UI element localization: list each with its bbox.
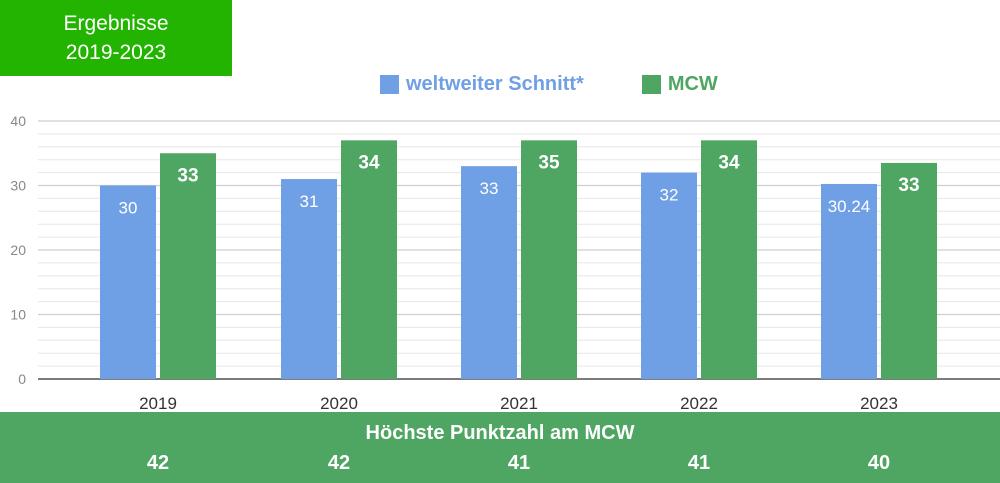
bar-average (281, 179, 337, 379)
data-label-mcw: 34 (718, 152, 740, 173)
y-tick-label: 40 (10, 113, 26, 129)
footer-value: 40 (867, 452, 891, 474)
bar-mcw (701, 140, 757, 379)
y-tick-label: 0 (18, 371, 26, 387)
y-tick-label: 20 (10, 242, 26, 258)
bar-mcw (341, 140, 397, 379)
bar-average (461, 166, 517, 379)
footer-value: 42 (327, 452, 351, 474)
footer-value: 41 (507, 452, 531, 474)
x-tick-label: 2019 (139, 394, 177, 412)
title-line-2: 2019-2023 (65, 41, 167, 64)
bar-average (100, 185, 156, 379)
bar-chart: 0 10 20 30 40 30 33 2019 31 34 2020 33 35 2021 32 34 202… (10, 113, 1000, 412)
data-label-average: 33 (480, 179, 499, 198)
x-tick-label: 2021 (500, 394, 538, 412)
bar-mcw (521, 140, 577, 379)
data-label-mcw: 35 (538, 152, 560, 173)
legend-label-mcw: MCW (667, 72, 718, 95)
legend-swatch-mcw (641, 74, 661, 94)
footer-value: 42 (146, 452, 170, 474)
legend-item-average: weltweiter Schnitt* (380, 73, 584, 96)
title-line-1: Ergebnisse (63, 12, 169, 35)
data-label-average: 30.24 (828, 197, 871, 216)
x-tick-label: 2022 (680, 394, 718, 412)
title-badge: Ergebnisse 2019-2023 (0, 0, 232, 76)
x-tick-label: 2023 (860, 394, 898, 412)
y-tick-label: 10 (10, 307, 26, 323)
bar-average (821, 183, 877, 379)
legend-swatch-average (380, 74, 399, 94)
data-label-mcw: 33 (898, 175, 919, 196)
x-tick-label: 2020 (320, 394, 358, 412)
data-label-mcw: 34 (358, 152, 380, 173)
data-label-mcw: 33 (177, 165, 198, 186)
legend-label-average: weltweiter Schnitt* (406, 72, 584, 95)
y-tick-label: 30 (10, 178, 26, 194)
data-label-average: 31 (300, 192, 319, 211)
legend-item-mcw: MCW (641, 72, 718, 96)
data-label-average: 32 (660, 186, 679, 205)
chart-legend: weltweiter Schnitt* MCW (380, 70, 718, 98)
footer-panel: Höchste Punktzahl am MCW 42 42 41 41 40 (0, 412, 1000, 483)
bar-mcw (160, 153, 216, 379)
bar-mcw (881, 162, 937, 379)
bar-average (641, 172, 697, 379)
footer-value: 41 (687, 452, 711, 474)
data-label-average: 30 (119, 199, 138, 218)
footer-title: Höchste Punktzahl am MCW (365, 422, 635, 444)
